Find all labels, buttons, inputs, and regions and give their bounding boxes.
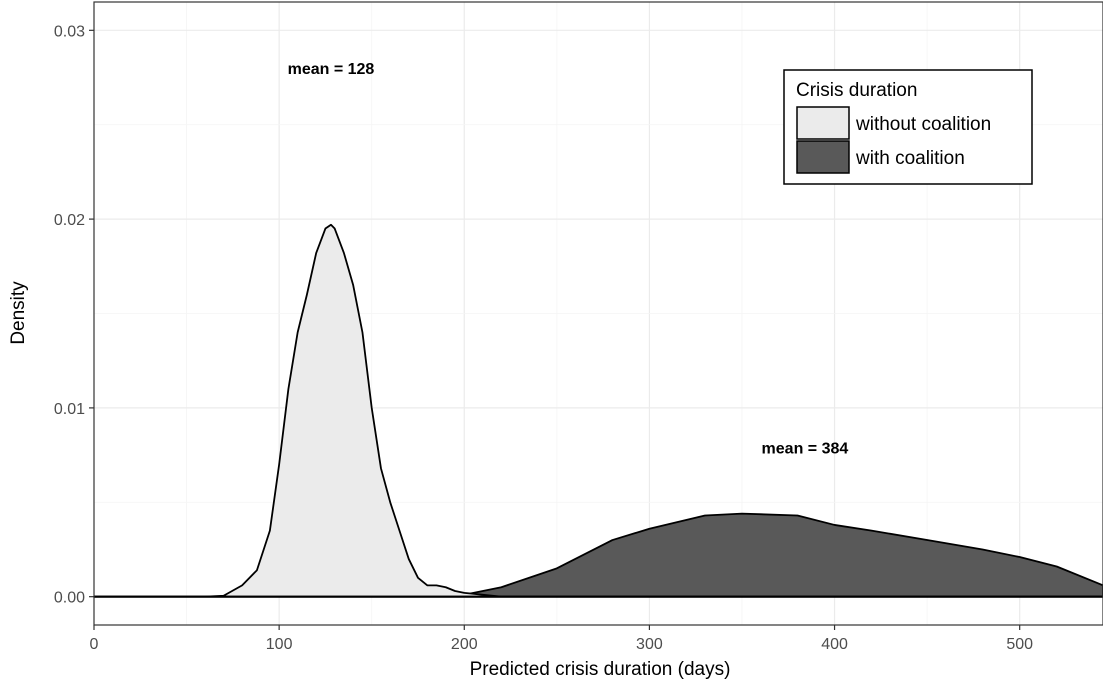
panel-border [93, 1, 1103, 626]
y-tick-label: 0.03 [54, 23, 85, 40]
y-tick-label: 0.01 [54, 401, 85, 418]
legend: Crisis duration without coalition with c… [783, 69, 1033, 185]
legend-swatch-without-coalition [796, 106, 850, 140]
density-areas [93, 223, 1103, 598]
legend-swatch-with-coalition [796, 140, 850, 174]
mean-annotations: mean = 128 mean = 384 [288, 61, 849, 457]
mean-label: mean = 128 [288, 61, 375, 78]
y-tick-label: 0.00 [54, 590, 85, 607]
density-area-without-coalition [93, 223, 1103, 598]
x-tick-label: 500 [1006, 636, 1033, 653]
y-axis-title: Density [8, 281, 29, 345]
axis-ticks: 0 100 200 300 400 500 0.00 0.01 0.02 0.03 [54, 23, 1033, 653]
grid-lines [94, 2, 1103, 625]
x-tick-label: 200 [451, 636, 478, 653]
legend-title: Crisis duration [796, 80, 917, 101]
mean-label: mean = 384 [762, 441, 849, 458]
x-tick-label: 0 [90, 636, 99, 653]
x-tick-label: 300 [636, 636, 663, 653]
x-axis-title: Predicted crisis duration (days) [470, 659, 731, 680]
x-tick-label: 100 [266, 636, 293, 653]
x-tick-label: 400 [821, 636, 848, 653]
y-tick-label: 0.02 [54, 212, 85, 229]
legend-label-without-coalition: without coalition [855, 114, 991, 135]
legend-label-with-coalition: with coalition [855, 148, 965, 169]
